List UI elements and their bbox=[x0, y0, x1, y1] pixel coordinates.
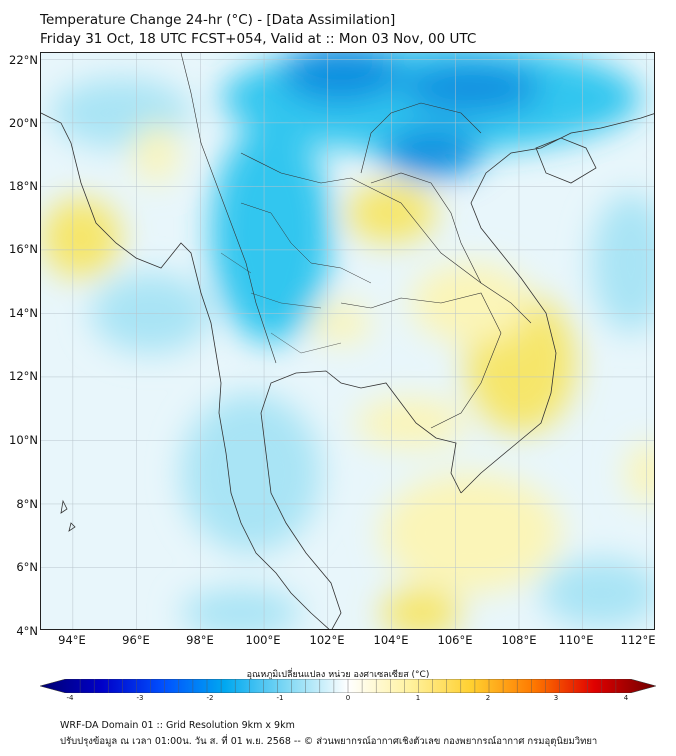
border-laos-thailand bbox=[240, 152, 482, 284]
colorbar-tick-minus4: -4 bbox=[66, 694, 74, 702]
cool-core-northeast bbox=[401, 63, 541, 113]
warm-region-west bbox=[41, 198, 121, 278]
colorbar bbox=[40, 679, 656, 693]
warm-region-south bbox=[381, 588, 461, 629]
cool-region-myanmar-thailand bbox=[211, 123, 331, 343]
cool-core-gulf-tonkin bbox=[381, 128, 481, 178]
lon-label-112: 112°E bbox=[620, 633, 656, 647]
cool-region-peninsula bbox=[181, 393, 321, 553]
colorbar-tick-0: 0 bbox=[345, 694, 351, 702]
border-myanmar-thailand bbox=[180, 53, 277, 364]
lon-label-104: 104°E bbox=[373, 633, 409, 647]
cool-region-south bbox=[181, 588, 301, 629]
map-canvas bbox=[41, 53, 654, 629]
lat-label-20: 20°N bbox=[9, 116, 38, 130]
province-lines-central bbox=[220, 252, 342, 354]
lon-label-94: 94°E bbox=[58, 633, 86, 647]
colorbar-title: อุณหภูมิเปลี่ยนแปลง หน่วย องศาเซลเซียส (… bbox=[246, 670, 430, 680]
lat-label-6: 6°N bbox=[16, 560, 38, 574]
lon-label-106: 106°E bbox=[437, 633, 473, 647]
border-laos-north bbox=[360, 102, 482, 174]
lat-label-18: 18°N bbox=[9, 179, 38, 193]
lat-label-14: 14°N bbox=[9, 306, 38, 320]
andaman-islands bbox=[60, 499, 76, 532]
lon-label-98: 98°E bbox=[186, 633, 214, 647]
colorbar-tick-minus1: -1 bbox=[276, 694, 284, 702]
cool-region-andaman bbox=[91, 273, 211, 353]
warm-region-cambodia bbox=[411, 263, 531, 343]
lat-label-12: 12°N bbox=[9, 369, 38, 383]
colorbar-tick-2: 2 bbox=[485, 694, 491, 702]
coastline-west bbox=[41, 112, 330, 629]
lat-lon-grid bbox=[41, 53, 654, 629]
cool-core-north bbox=[281, 53, 401, 103]
cool-region-east bbox=[591, 193, 654, 333]
lon-label-102: 102°E bbox=[309, 633, 345, 647]
province-lines bbox=[240, 202, 372, 284]
lat-label-16: 16°N bbox=[9, 242, 38, 256]
map-title: Temperature Change 24-hr (°C) - [Data As… bbox=[40, 12, 396, 28]
lat-label-4: 4°N bbox=[16, 624, 38, 638]
colorbar-tick-4: 4 bbox=[623, 694, 629, 702]
coastline-hainan bbox=[535, 137, 597, 184]
coastline-vietnam bbox=[460, 113, 654, 494]
lon-label-110: 110°E bbox=[558, 633, 594, 647]
cool-region-southeast bbox=[541, 558, 654, 628]
warm-region-central-thailand bbox=[311, 303, 371, 343]
colorbar-tick-minus2: -2 bbox=[206, 694, 214, 702]
temperature-change-map bbox=[40, 52, 655, 630]
warm-region-south-sea bbox=[381, 473, 561, 593]
colorbar-dividers bbox=[79, 679, 617, 693]
lat-label-10: 10°N bbox=[9, 433, 38, 447]
temperature-field bbox=[41, 53, 654, 629]
colorbar-tick-1: 1 bbox=[415, 694, 421, 702]
coastline-gulf bbox=[260, 370, 462, 629]
footer-model-info: WRF-DA Domain 01 :: Grid Resolution 9km … bbox=[60, 720, 295, 731]
map-subtitle: Friday 31 Oct, 18 UTC FCST+054, Valid at… bbox=[40, 31, 477, 47]
border-laos-vietnam bbox=[370, 172, 532, 324]
warm-region-bay bbox=[134, 123, 178, 183]
warm-region-laos bbox=[346, 183, 436, 243]
lon-label-96: 96°E bbox=[122, 633, 150, 647]
colorbar-tick-3: 3 bbox=[553, 694, 559, 702]
warm-region-far-east bbox=[626, 443, 654, 503]
footer-credit: ปรับปรุงข้อมูล ณ เวลา 01:00น. วัน ส. ที่… bbox=[60, 736, 598, 747]
border-cambodia bbox=[340, 292, 502, 429]
warm-region-gulf-thailand bbox=[356, 398, 466, 448]
lat-label-8: 8°N bbox=[16, 497, 38, 511]
colorbar-tick-minus3: -3 bbox=[136, 694, 144, 702]
coastlines bbox=[41, 53, 654, 629]
lon-label-100: 100°E bbox=[245, 633, 281, 647]
lon-label-108: 108°E bbox=[501, 633, 537, 647]
lat-label-22: 22°N bbox=[9, 53, 38, 67]
